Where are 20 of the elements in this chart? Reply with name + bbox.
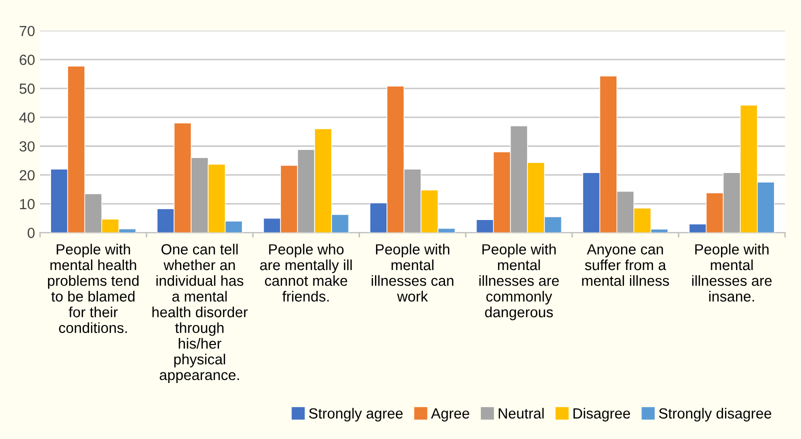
y-tick-label: 30 bbox=[20, 141, 35, 152]
y-tick-label: 10 bbox=[20, 198, 35, 210]
y-tick-label: 0 bbox=[28, 228, 35, 238]
x-tick-label: People with mental illnesses are insane. bbox=[692, 244, 772, 302]
legend-label: Neutral bbox=[498, 408, 544, 419]
legend-label: Disagree bbox=[574, 408, 630, 422]
x-tick-label: Anyone can suffer from a mental illness bbox=[582, 244, 669, 286]
x-tick-label: People who are mentally ill cannot make friends. bbox=[260, 244, 352, 302]
x-tick-label: People with mental health problems tend to be blamed for their conditions. bbox=[48, 244, 139, 334]
y-tick-label: 70 bbox=[20, 26, 35, 36]
x-tick-label: People with mental illnesses are commonly dangerous bbox=[479, 244, 559, 320]
legend-label: Strongly disagree bbox=[659, 408, 772, 422]
legend-label: Strongly agree bbox=[309, 408, 403, 422]
y-tick-label: 60 bbox=[20, 54, 35, 66]
x-tick-label: People with mental illnesses can work bbox=[372, 244, 454, 302]
y-tick-label: 50 bbox=[20, 84, 35, 94]
category-label: One can tell whether an individual has a mental health disorder through his/her physical appearance. bbox=[152, 244, 248, 384]
y-tick-label: 20 bbox=[20, 170, 35, 180]
legend-label: Agree bbox=[430, 408, 470, 422]
y-tick-label: 40 bbox=[19, 112, 35, 123]
